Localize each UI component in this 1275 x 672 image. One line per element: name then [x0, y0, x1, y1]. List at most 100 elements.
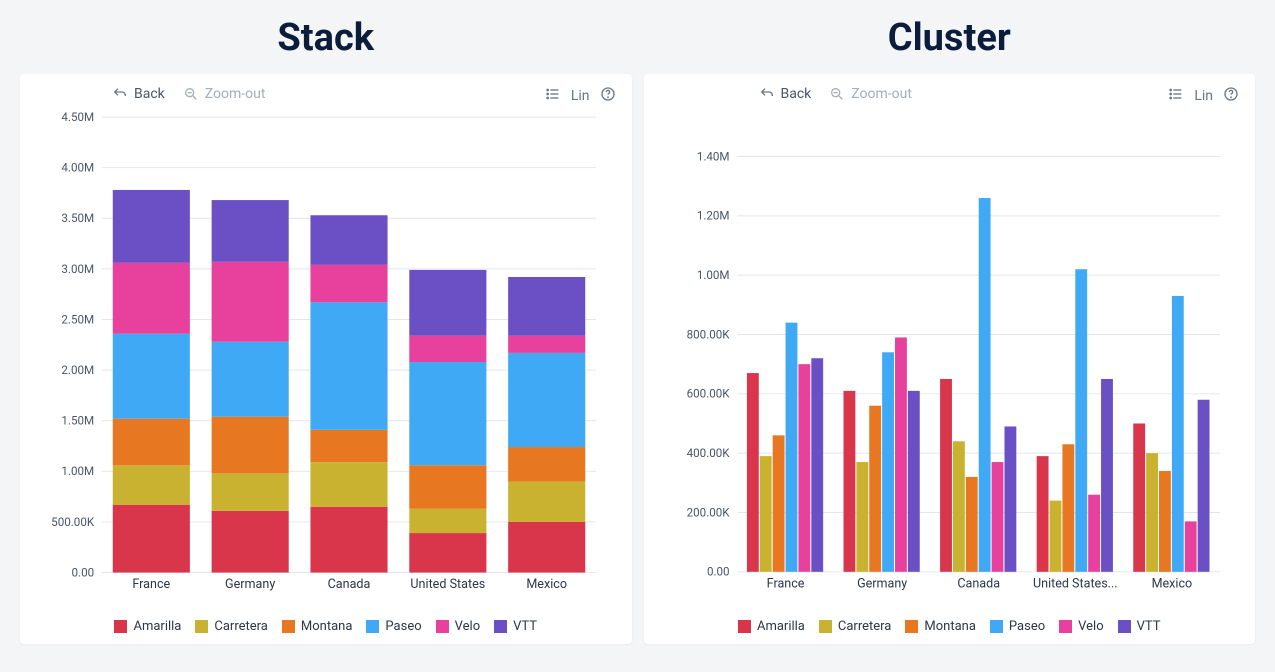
cluster-bar[interactable]: [895, 337, 907, 571]
stack-segment[interactable]: [409, 509, 486, 533]
stack-legend: Amarilla Carretera Montana Paseo Velo VTT: [36, 613, 616, 634]
cluster-bar[interactable]: [746, 373, 758, 572]
stack-segment[interactable]: [508, 336, 585, 353]
cluster-chart-svg: 0.00200.00K400.00K600.00K800.00K1.00M1.2…: [660, 96, 1240, 613]
y-tick-label: 3.50M: [61, 211, 94, 225]
y-tick-label: 1.50M: [61, 414, 94, 428]
cluster-bar[interactable]: [965, 477, 977, 572]
legend-item[interactable]: VTT: [1118, 619, 1161, 634]
cluster-bar[interactable]: [882, 352, 894, 572]
stack-segment[interactable]: [310, 430, 387, 462]
y-tick-label: 1.20M: [696, 209, 729, 223]
stack-segment[interactable]: [310, 507, 387, 573]
stack-segment[interactable]: [113, 419, 190, 466]
stack-segment[interactable]: [212, 511, 289, 573]
stack-segment[interactable]: [508, 447, 585, 481]
cluster-bar[interactable]: [1049, 501, 1061, 572]
cluster-bar[interactable]: [1133, 423, 1145, 571]
stack-segment[interactable]: [409, 270, 486, 336]
stack-segment[interactable]: [310, 265, 387, 302]
legend-swatch: [738, 620, 751, 633]
stack-segment[interactable]: [113, 505, 190, 573]
cluster-bar[interactable]: [1146, 453, 1158, 572]
legend-item[interactable]: Montana: [282, 619, 353, 634]
cluster-bar[interactable]: [759, 456, 771, 572]
y-tick-label: 800.00K: [686, 327, 730, 341]
cluster-bar[interactable]: [798, 364, 810, 572]
cluster-card: Back Zoom-out Lin 0.00200.00K400.00K600.…: [644, 74, 1256, 644]
stack-segment[interactable]: [310, 462, 387, 507]
cluster-bar[interactable]: [1101, 379, 1113, 572]
cluster-bar[interactable]: [952, 441, 964, 572]
cluster-bar[interactable]: [856, 462, 868, 572]
cluster-bar[interactable]: [1075, 269, 1087, 572]
legend-label: Amarilla: [133, 619, 181, 634]
cluster-bar[interactable]: [1159, 471, 1171, 572]
legend-label: Paseo: [1009, 619, 1045, 634]
legend-item[interactable]: Amarilla: [114, 619, 181, 634]
cluster-bar[interactable]: [991, 462, 1003, 572]
stack-segment[interactable]: [508, 522, 585, 573]
stack-segment[interactable]: [310, 215, 387, 265]
stack-segment[interactable]: [508, 353, 585, 447]
cluster-bar[interactable]: [907, 391, 919, 572]
legend-item[interactable]: Amarilla: [738, 619, 805, 634]
cluster-bar[interactable]: [1197, 400, 1209, 572]
y-tick-label: 1.00M: [696, 268, 729, 282]
stack-segment[interactable]: [409, 465, 486, 509]
cluster-bar[interactable]: [1171, 296, 1183, 572]
legend-item[interactable]: Montana: [905, 619, 976, 634]
stack-segment[interactable]: [212, 473, 289, 510]
y-tick-label: 4.00M: [61, 161, 94, 175]
stack-segment[interactable]: [113, 190, 190, 263]
cluster-bar[interactable]: [1088, 495, 1100, 572]
y-tick-label: 1.00M: [61, 464, 94, 478]
cluster-bar[interactable]: [978, 198, 990, 572]
cluster-bar[interactable]: [843, 391, 855, 572]
cluster-bar[interactable]: [785, 323, 797, 572]
stack-segment[interactable]: [212, 262, 289, 342]
legend-item[interactable]: Velo: [1059, 619, 1103, 634]
y-tick-label: 400.00K: [686, 446, 730, 460]
cluster-bar[interactable]: [1184, 521, 1196, 571]
legend-item[interactable]: Paseo: [366, 619, 421, 634]
y-tick-label: 600.00K: [686, 387, 730, 401]
category-label: France: [132, 577, 170, 592]
stack-segment[interactable]: [113, 465, 190, 504]
y-tick-label: 500.00K: [51, 515, 95, 529]
cluster-bar[interactable]: [811, 358, 823, 572]
legend-item[interactable]: Velo: [436, 619, 480, 634]
stack-segment[interactable]: [409, 533, 486, 572]
stack-segment[interactable]: [212, 342, 289, 417]
cluster-bar[interactable]: [772, 435, 784, 571]
stack-segment[interactable]: [113, 334, 190, 419]
stack-segment[interactable]: [212, 417, 289, 474]
stack-segment[interactable]: [508, 277, 585, 336]
legend-item[interactable]: Carretera: [195, 619, 268, 634]
legend-item[interactable]: Paseo: [990, 619, 1045, 634]
cluster-bar[interactable]: [869, 406, 881, 572]
legend-swatch: [1118, 620, 1131, 633]
legend-item[interactable]: VTT: [494, 619, 537, 634]
stack-segment[interactable]: [508, 481, 585, 521]
stack-segment[interactable]: [409, 336, 486, 362]
cluster-chart-area: 0.00200.00K400.00K600.00K800.00K1.00M1.2…: [660, 96, 1240, 613]
cluster-bar[interactable]: [1062, 444, 1074, 572]
cluster-bar[interactable]: [940, 379, 952, 572]
stack-segment[interactable]: [212, 200, 289, 262]
legend-swatch: [1059, 620, 1072, 633]
stack-segment[interactable]: [310, 302, 387, 430]
legend-swatch: [905, 620, 918, 633]
legend-item[interactable]: Carretera: [819, 619, 892, 634]
y-tick-label: 0.00: [72, 565, 95, 579]
category-label: France: [766, 576, 804, 591]
legend-label: Amarilla: [757, 619, 805, 634]
legend-label: Carretera: [838, 619, 892, 634]
stack-segment[interactable]: [113, 263, 190, 334]
legend-label: Velo: [1078, 619, 1103, 634]
stack-segment[interactable]: [409, 362, 486, 465]
category-label: Germany: [857, 576, 907, 591]
cluster-bar[interactable]: [1004, 426, 1016, 571]
legend-label: Montana: [924, 619, 976, 634]
cluster-bar[interactable]: [1036, 456, 1048, 572]
